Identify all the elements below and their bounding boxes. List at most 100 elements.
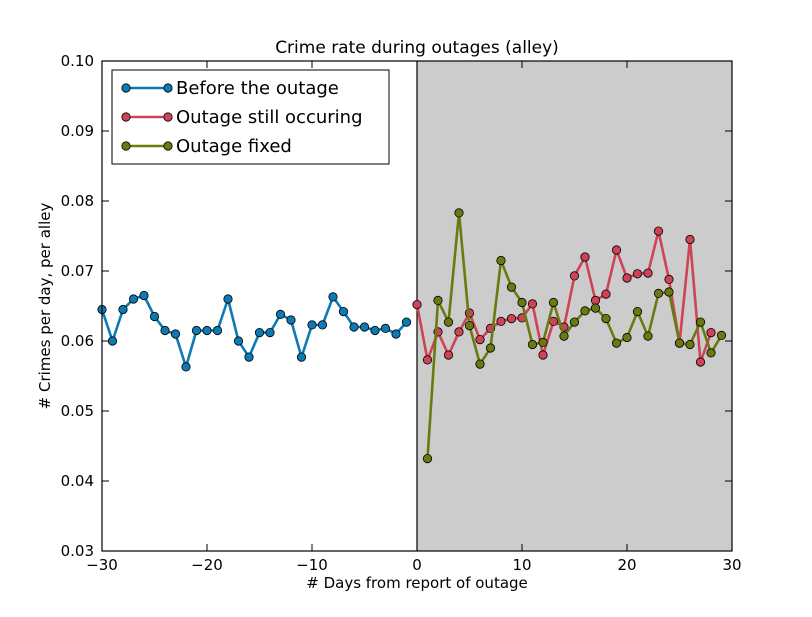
data-point (695, 357, 706, 367)
data-point (506, 282, 517, 292)
data-point (149, 311, 160, 322)
data-point (107, 336, 118, 346)
data-point (664, 274, 674, 284)
series-layer (97, 208, 727, 464)
data-point (517, 297, 527, 308)
data-point (139, 290, 149, 301)
data-point (475, 359, 485, 369)
legend-marker (121, 112, 131, 122)
data-point (706, 327, 716, 338)
x-tick-label: −20 (191, 556, 223, 574)
legend-marker (163, 141, 173, 151)
legend: Before the outage Outage still occuring Ou… (111, 69, 390, 165)
data-point (454, 327, 464, 337)
data-point (569, 317, 580, 327)
x-tick-label: 20 (617, 556, 636, 574)
data-point (464, 320, 475, 331)
legend-marker (121, 141, 131, 151)
data-point (118, 304, 128, 315)
axis-ticks: −30 −20 −10 0 10 20 30 0.03 0.04 0.05 0.06 0.07 0.08… (61, 52, 742, 574)
legend-item: Before the outage (121, 78, 339, 99)
data-point (569, 271, 580, 281)
data-point (422, 453, 433, 464)
data-point (653, 226, 664, 236)
data-point (412, 299, 422, 310)
y-tick-label: 0.07 (61, 262, 94, 280)
data-point (191, 325, 202, 336)
data-point (454, 208, 464, 218)
data-point (706, 348, 716, 358)
data-point (580, 252, 590, 262)
legend-item: Outage still occuring (121, 107, 363, 128)
data-point (695, 317, 706, 327)
data-point (349, 322, 359, 332)
data-point (601, 313, 611, 324)
data-point (496, 316, 506, 326)
data-point (653, 288, 664, 298)
data-point (485, 343, 496, 353)
data-point (338, 306, 349, 317)
legend-item: Outage fixed (121, 136, 292, 157)
data-point (254, 327, 265, 338)
legend-label: Outage still occuring (176, 107, 363, 128)
data-point (601, 289, 611, 299)
x-tick-label: −30 (86, 556, 118, 574)
data-point (443, 317, 454, 327)
data-point (128, 294, 139, 304)
data-point (716, 330, 727, 340)
x-tick-label: 0 (412, 556, 422, 574)
y-axis-label: # Crimes per day, per alley (36, 203, 54, 410)
data-point (506, 313, 517, 324)
data-point (328, 292, 338, 302)
data-point (212, 325, 223, 336)
x-tick-label: 10 (512, 556, 531, 574)
data-point (527, 299, 538, 309)
series-3 (422, 208, 727, 464)
data-point (548, 297, 559, 308)
data-point (527, 339, 538, 350)
data-point (622, 273, 632, 283)
data-point (443, 350, 454, 360)
data-point (538, 350, 548, 360)
data-point (286, 315, 296, 325)
data-point (170, 329, 181, 339)
y-tick-label: 0.06 (61, 332, 94, 350)
y-tick-label: 0.10 (61, 52, 94, 70)
y-tick-label: 0.05 (61, 402, 94, 420)
data-point (496, 255, 506, 266)
data-point (307, 320, 317, 330)
data-point (611, 245, 622, 255)
data-point (643, 331, 653, 341)
data-point (559, 331, 569, 341)
data-point (202, 325, 212, 336)
data-point (632, 269, 643, 279)
data-point (433, 295, 443, 305)
x-axis-label: # Days from report of outage (306, 574, 528, 592)
data-point (391, 329, 401, 339)
data-point (685, 234, 695, 245)
data-point (538, 337, 548, 347)
legend-label: Outage fixed (176, 136, 292, 157)
data-point (685, 339, 695, 350)
data-point (359, 322, 370, 332)
data-point (643, 268, 653, 278)
legend-marker (163, 83, 173, 93)
data-point (590, 295, 601, 305)
data-point (401, 317, 412, 327)
legend-label: Before the outage (176, 78, 339, 99)
data-point (296, 352, 307, 362)
data-point (233, 336, 244, 346)
x-tick-label: 30 (722, 556, 741, 574)
data-point (580, 306, 590, 316)
data-point (422, 355, 433, 365)
data-point (674, 338, 685, 348)
y-tick-label: 0.03 (61, 542, 94, 560)
data-point (590, 303, 601, 313)
data-point (622, 332, 632, 343)
data-point (223, 294, 233, 304)
legend-marker (121, 83, 131, 93)
data-point (317, 320, 328, 330)
data-point (181, 362, 191, 372)
